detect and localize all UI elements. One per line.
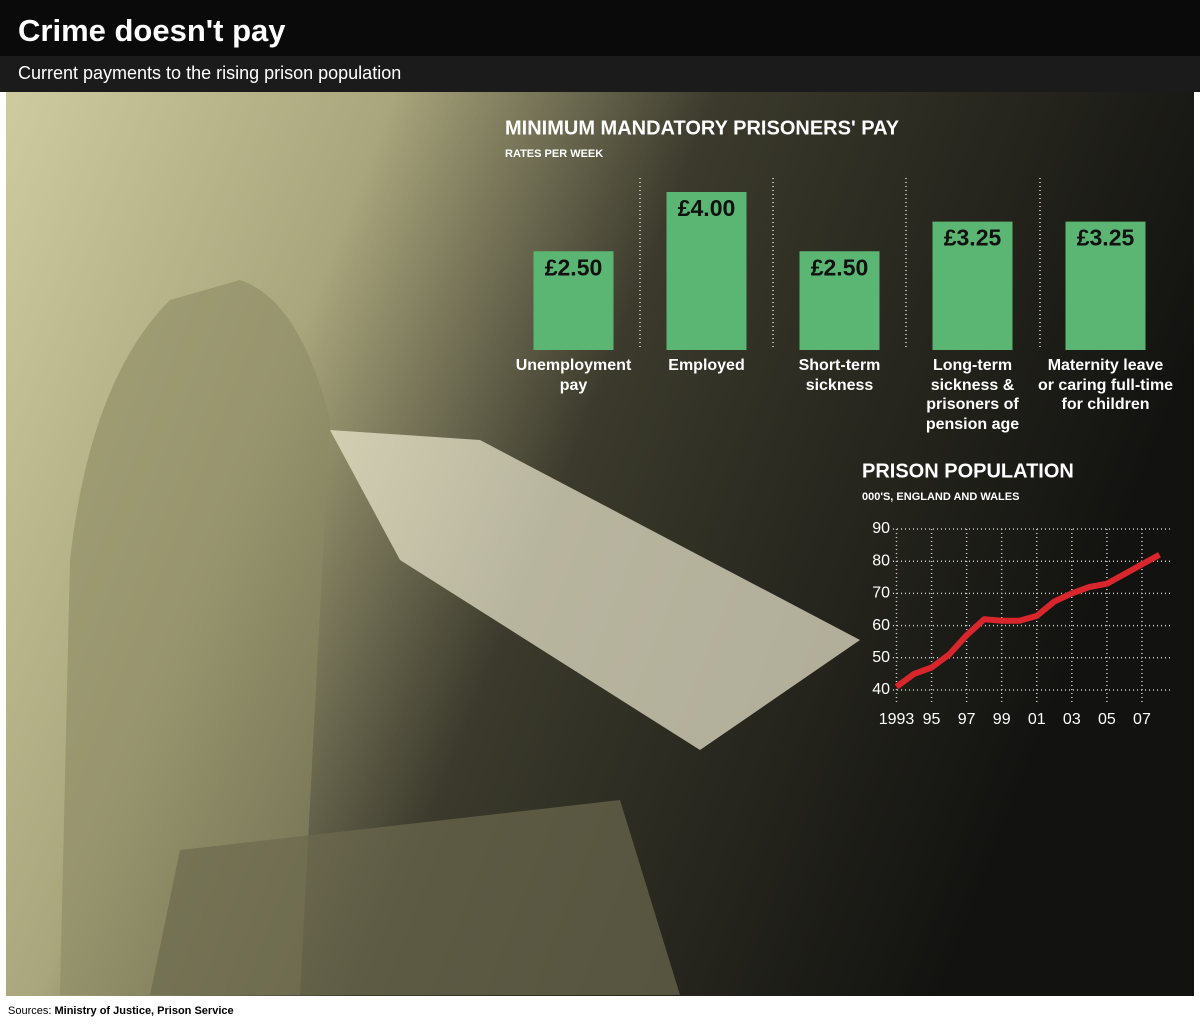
chart-title: PRISON POPULATION (862, 460, 1074, 482)
y-tick-label: 40 (872, 681, 890, 698)
value-label: £3.25 (944, 225, 1002, 251)
y-tick-label: 90 (872, 520, 890, 537)
photo-cart (150, 800, 680, 995)
bar (1065, 221, 1146, 350)
subtitle-bar (0, 56, 1200, 92)
value-label: £4.00 (678, 195, 736, 221)
category-label: Short-term sickness (798, 357, 881, 394)
source-text: Ministry of Justice, Prison Service (54, 1005, 233, 1017)
bar (666, 192, 747, 350)
value-label: £3.25 (1077, 225, 1135, 251)
chart-title: MINIMUM MANDATORY PRISONERS' PAY (505, 117, 900, 139)
title-bar (0, 0, 1200, 56)
page-title: Crime doesn't pay (18, 13, 286, 48)
source-label: Sources: (8, 1005, 51, 1017)
page-subtitle: Current payments to the rising prison po… (18, 63, 401, 83)
value-label: £2.50 (811, 254, 869, 280)
bar-dividers (639, 178, 1041, 350)
category-label: Maternity leave or caring full-time for … (1037, 357, 1174, 413)
bar (533, 251, 614, 350)
photo-sheet (330, 430, 860, 750)
x-tick-label: 05 (1098, 711, 1116, 728)
chart-subtitle: 000'S, ENGLAND AND WALES (862, 491, 1019, 503)
bar (932, 221, 1013, 350)
data-line (894, 552, 1161, 690)
y-tick-label: 50 (872, 649, 890, 666)
x-tick-label: 1993 (879, 711, 915, 728)
y-tick-label: 60 (872, 617, 890, 634)
category-label: Employed (668, 357, 745, 374)
x-tick-label: 07 (1133, 711, 1151, 728)
x-tick-label: 99 (993, 711, 1011, 728)
category-label: Unemployment pay (515, 357, 632, 394)
bar (799, 251, 880, 350)
x-tick-label: 03 (1063, 711, 1081, 728)
x-tick-label: 97 (958, 711, 976, 728)
value-label: £2.50 (545, 254, 603, 280)
y-tick-label: 80 (872, 552, 890, 569)
x-tick-label: 95 (923, 711, 941, 728)
y-tick-label: 70 (872, 585, 890, 602)
category-label: Long-term sickness & prisoners of pensio… (925, 357, 1020, 433)
photo-figure (60, 280, 330, 995)
x-tick-label: 01 (1028, 711, 1046, 728)
source: Sources: Ministry of Justice, Prison Ser… (8, 1005, 234, 1017)
chart-subtitle: RATES PER WEEK (505, 148, 603, 160)
